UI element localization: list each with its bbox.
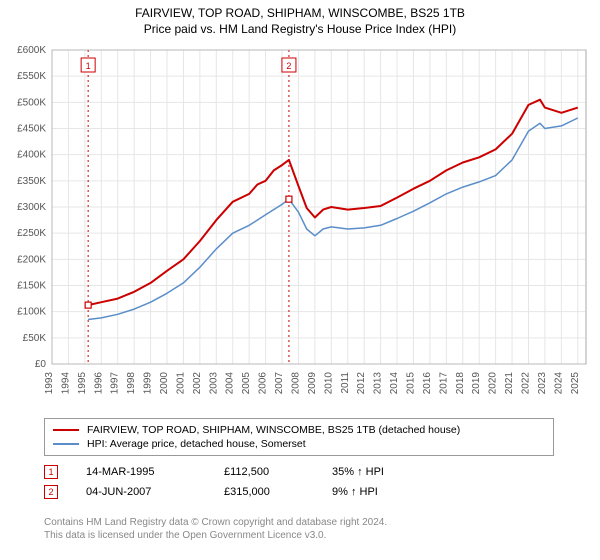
marker-price: £112,500 [224, 466, 304, 478]
svg-text:2007: 2007 [274, 372, 285, 395]
svg-text:1995: 1995 [77, 372, 88, 395]
svg-text:2015: 2015 [405, 372, 416, 395]
svg-text:2013: 2013 [373, 372, 384, 395]
svg-text:£50K: £50K [23, 333, 47, 344]
svg-text:2009: 2009 [307, 372, 318, 395]
marker-row: 2 04-JUN-2007 £315,000 9% ↑ HPI [44, 482, 554, 502]
svg-text:1994: 1994 [60, 372, 71, 395]
svg-text:2008: 2008 [290, 372, 301, 395]
footer-attribution: Contains HM Land Registry data © Crown c… [44, 516, 554, 542]
svg-text:2000: 2000 [159, 372, 170, 395]
legend-item: FAIRVIEW, TOP ROAD, SHIPHAM, WINSCOMBE, … [53, 423, 545, 437]
chart-title: FAIRVIEW, TOP ROAD, SHIPHAM, WINSCOMBE, … [0, 0, 600, 20]
svg-text:£200K: £200K [17, 254, 46, 265]
svg-text:2: 2 [286, 61, 291, 71]
svg-text:2014: 2014 [389, 372, 400, 395]
svg-text:2025: 2025 [570, 372, 581, 395]
svg-text:2016: 2016 [422, 372, 433, 395]
footer-line: This data is licensed under the Open Gov… [44, 529, 554, 542]
svg-text:2018: 2018 [455, 372, 466, 395]
legend-swatch [53, 443, 79, 445]
svg-text:2005: 2005 [241, 372, 252, 395]
svg-text:2001: 2001 [175, 372, 186, 395]
svg-text:2010: 2010 [323, 372, 334, 395]
marker-badge: 2 [44, 485, 58, 499]
svg-text:2004: 2004 [225, 372, 236, 395]
marker-delta: 35% ↑ HPI [332, 466, 412, 478]
marker-price: £315,000 [224, 486, 304, 498]
chart-subtitle: Price paid vs. HM Land Registry's House … [0, 20, 600, 36]
marker-delta: 9% ↑ HPI [332, 486, 412, 498]
svg-text:2022: 2022 [520, 372, 531, 395]
svg-text:£350K: £350K [17, 176, 46, 187]
svg-text:2024: 2024 [553, 372, 564, 395]
legend-label: HPI: Average price, detached house, Some… [87, 438, 306, 450]
marker-date: 04-JUN-2007 [86, 486, 196, 498]
svg-text:2020: 2020 [488, 372, 499, 395]
marker-badge: 1 [44, 465, 58, 479]
legend-swatch [53, 429, 79, 431]
svg-text:£250K: £250K [17, 228, 46, 239]
svg-text:£450K: £450K [17, 124, 46, 135]
svg-text:£550K: £550K [17, 71, 46, 82]
svg-text:1998: 1998 [126, 372, 137, 395]
svg-text:£600K: £600K [17, 45, 46, 56]
svg-text:2002: 2002 [192, 372, 203, 395]
svg-text:£0: £0 [35, 359, 47, 370]
svg-text:2017: 2017 [438, 372, 449, 395]
svg-text:2003: 2003 [208, 372, 219, 395]
line-chart: £0 £50K £100K £150K £200K £250K £300K £350K £400… [8, 44, 592, 404]
svg-text:£100K: £100K [17, 307, 46, 318]
svg-text:2023: 2023 [537, 372, 548, 395]
svg-text:£150K: £150K [17, 281, 46, 292]
legend: FAIRVIEW, TOP ROAD, SHIPHAM, WINSCOMBE, … [44, 418, 554, 456]
footer-line: Contains HM Land Registry data © Crown c… [44, 516, 554, 529]
marker-row: 1 14-MAR-1995 £112,500 35% ↑ HPI [44, 462, 554, 482]
legend-item: HPI: Average price, detached house, Some… [53, 437, 545, 451]
svg-text:1997: 1997 [110, 372, 121, 395]
svg-text:2019: 2019 [471, 372, 482, 395]
svg-text:2011: 2011 [340, 372, 351, 394]
legend-label: FAIRVIEW, TOP ROAD, SHIPHAM, WINSCOMBE, … [87, 424, 460, 436]
svg-text:1: 1 [86, 61, 91, 71]
svg-text:£500K: £500K [17, 97, 46, 108]
chart-area: £0 £50K £100K £150K £200K £250K £300K £350K £400… [8, 44, 592, 404]
svg-text:£400K: £400K [17, 150, 46, 161]
svg-text:£300K: £300K [17, 202, 46, 213]
svg-text:1996: 1996 [93, 372, 104, 395]
marker-date: 14-MAR-1995 [86, 466, 196, 478]
svg-text:2021: 2021 [504, 372, 515, 395]
svg-text:1999: 1999 [143, 372, 154, 395]
svg-text:2006: 2006 [258, 372, 269, 395]
svg-text:1993: 1993 [44, 372, 55, 395]
sale-markers-table: 1 14-MAR-1995 £112,500 35% ↑ HPI 2 04-JU… [44, 462, 554, 502]
svg-text:2012: 2012 [356, 372, 367, 395]
